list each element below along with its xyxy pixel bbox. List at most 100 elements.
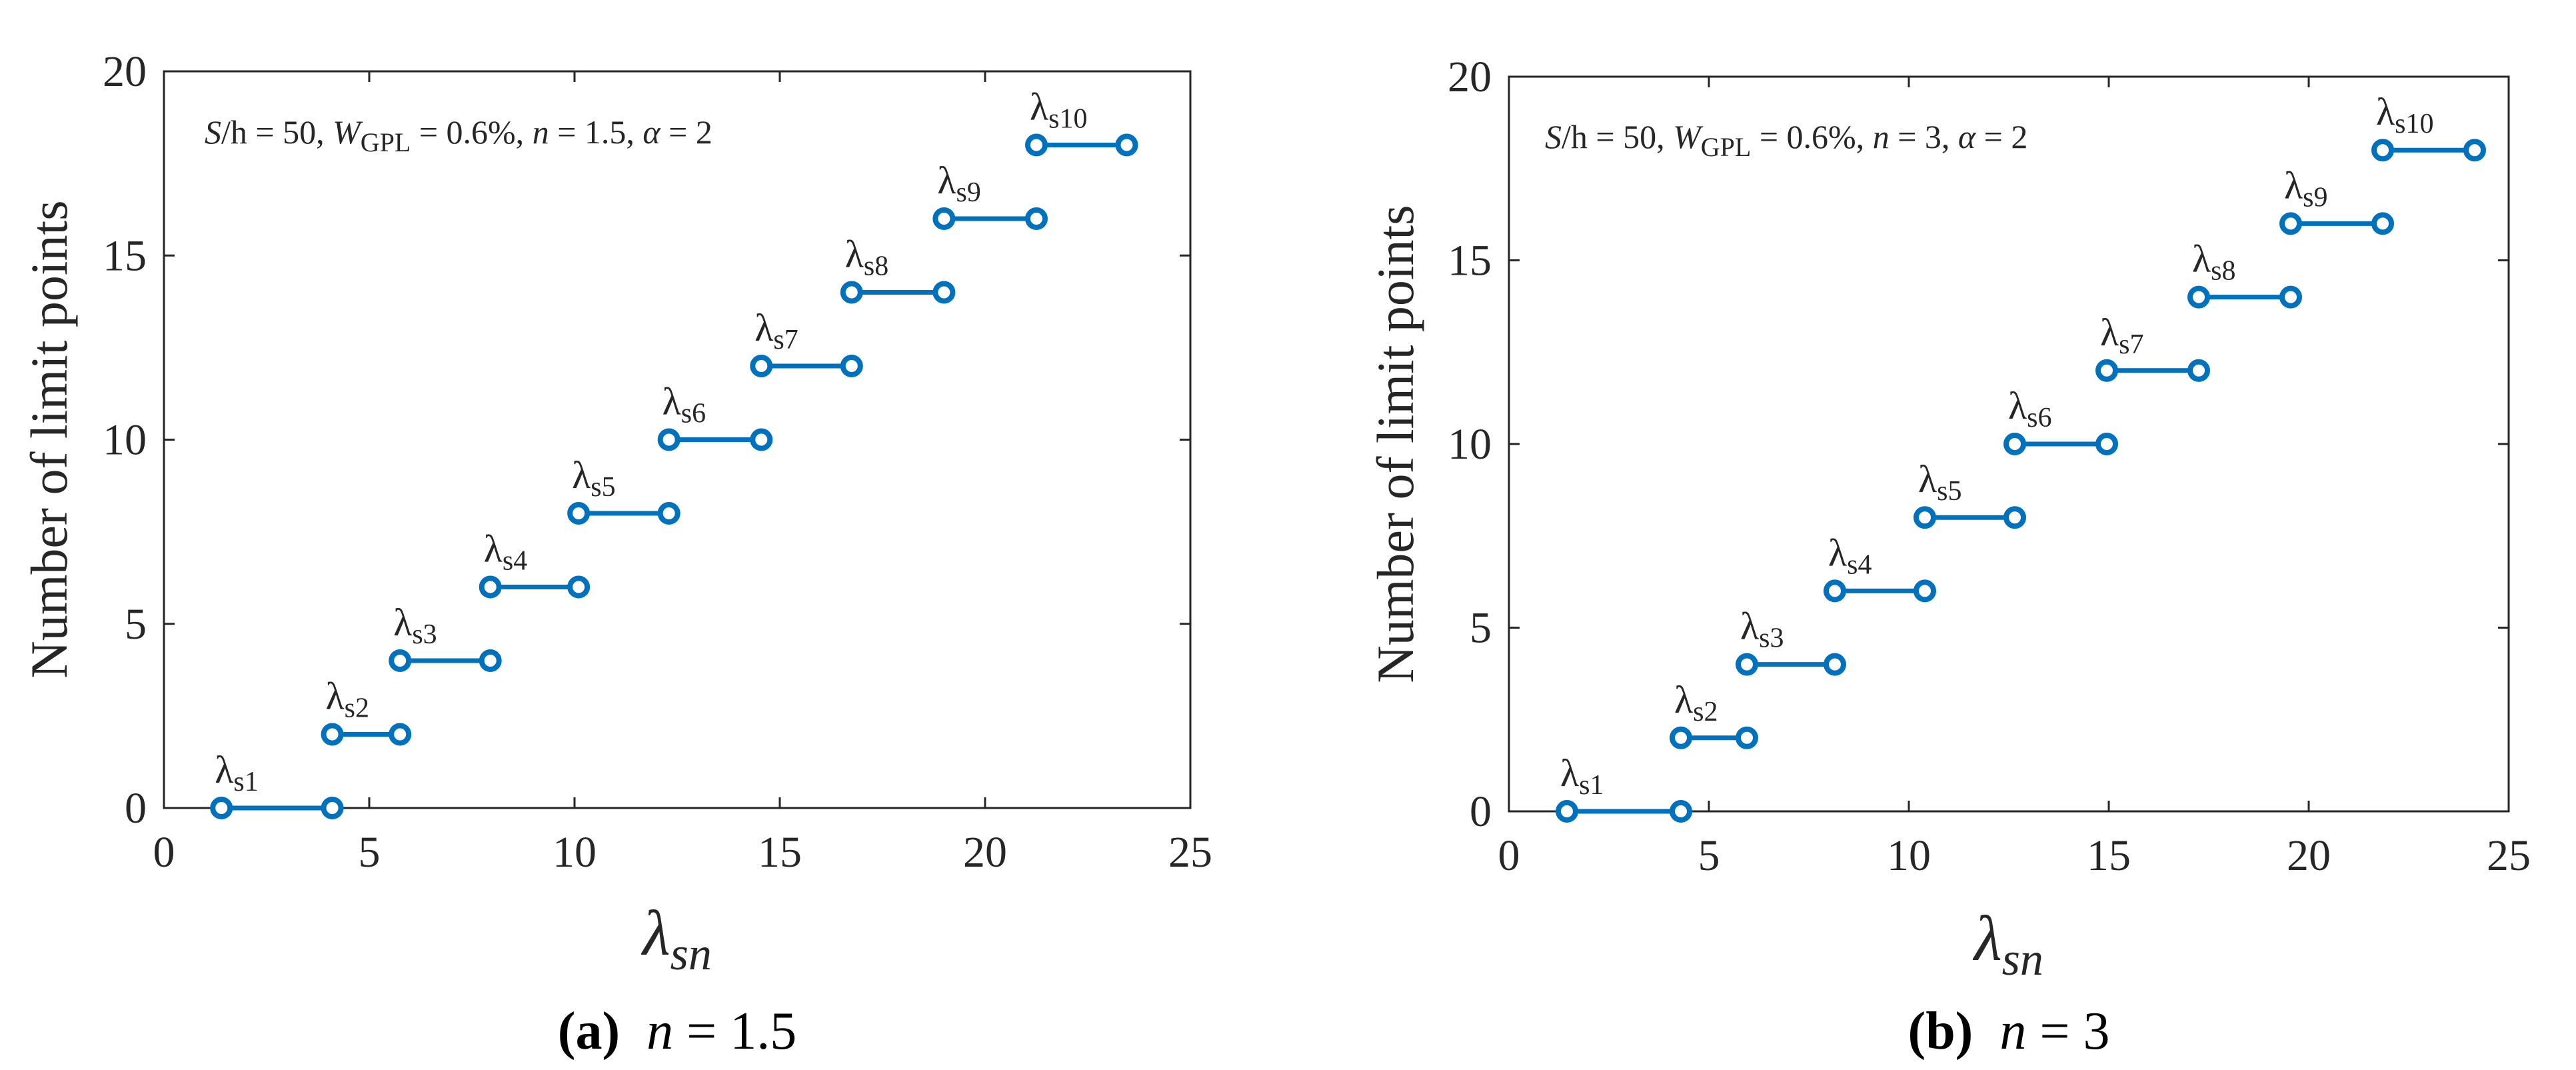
step-end-point-2 bbox=[1736, 726, 1758, 749]
step-label-7: λs7 bbox=[2100, 311, 2143, 360]
step-end-point-7 bbox=[840, 355, 863, 377]
step-start-point-9 bbox=[2279, 212, 2302, 235]
step-label-1: λs1 bbox=[1560, 751, 1604, 801]
panel-b: 0 5 10 15 20 25 0 5 10 15 20 λs1 λs2 λs3 λs4 λs5 λs6 λs7… bbox=[1366, 53, 2531, 1061]
step-label-6: λs6 bbox=[662, 380, 706, 429]
panel-a-xlabel-main: λ bbox=[641, 897, 670, 969]
step-start-point-1 bbox=[210, 797, 233, 819]
step-start-point-1 bbox=[1556, 800, 1578, 823]
step-end-point-4 bbox=[567, 575, 591, 599]
step-label-5: λs5 bbox=[1918, 457, 1961, 507]
x-tick-label: 25 bbox=[2487, 831, 2531, 880]
step-start-point-7 bbox=[750, 355, 773, 377]
x-tick-label: 5 bbox=[1698, 831, 1720, 880]
step-end-point-9 bbox=[1025, 207, 1048, 230]
step-end-point-8 bbox=[932, 281, 956, 304]
step-label-10: λs10 bbox=[1030, 85, 1087, 135]
y-tick-label: 20 bbox=[103, 47, 147, 96]
step-start-point-2 bbox=[1670, 726, 1692, 749]
panel-a-xlabel: λsn bbox=[641, 897, 712, 980]
y-tick-label: 5 bbox=[1470, 604, 1492, 653]
x-tick-label: 0 bbox=[1498, 831, 1520, 880]
panel-b-caption: (b) n = 3 bbox=[1908, 1002, 2110, 1061]
step-label-5: λs5 bbox=[572, 453, 615, 503]
step-start-point-7 bbox=[2095, 359, 2118, 382]
step-end-point-5 bbox=[657, 502, 680, 525]
y-tick-label: 0 bbox=[1470, 787, 1492, 836]
step-start-point-2 bbox=[321, 723, 344, 746]
step-end-point-7 bbox=[2187, 359, 2210, 382]
x-tick-label: 20 bbox=[2287, 831, 2331, 880]
y-tick-label: 15 bbox=[103, 231, 147, 280]
y-tick-label: 0 bbox=[125, 784, 147, 833]
panel-a-ylabel: Number of limit points bbox=[20, 200, 78, 678]
step-label-1: λs1 bbox=[215, 748, 258, 797]
step-label-2: λs2 bbox=[1674, 678, 1718, 727]
panel-b-step-labels: λs1 λs2 λs3 λs4 λs5 λs6 λs7 λs8 λs9 λs10 bbox=[1560, 90, 2433, 801]
x-tick-label: 20 bbox=[963, 828, 1007, 877]
panel-a-annotation: S/h = 50, WGPL = 0.6%, n = 1.5, α = 2 bbox=[205, 113, 712, 157]
x-tick-label: 25 bbox=[1168, 828, 1212, 877]
step-end-point-8 bbox=[2279, 285, 2302, 309]
x-tick-label: 15 bbox=[2087, 831, 2131, 880]
panel-b-ylabel: Number of limit points bbox=[1366, 205, 1424, 683]
step-start-point-5 bbox=[567, 502, 591, 525]
y-tick-label: 15 bbox=[1448, 237, 1492, 285]
step-label-2: λs2 bbox=[326, 675, 369, 724]
panel-b-xlabel-sub: sn bbox=[2002, 934, 2043, 985]
panel-b-xlabel: λsn bbox=[1972, 903, 2043, 985]
panel-a-step-labels: λs1 λs2 λs3 λs4 λs5 λs6 λs7 λs8 λs9 λs10 bbox=[215, 85, 1087, 798]
y-tick-label: 10 bbox=[1448, 420, 1492, 469]
step-label-4: λs4 bbox=[484, 527, 527, 577]
step-end-point-4 bbox=[1914, 579, 1936, 603]
x-tick-label: 10 bbox=[1887, 831, 1931, 880]
step-start-point-6 bbox=[657, 428, 680, 451]
step-end-point-10 bbox=[1115, 133, 1138, 157]
step-end-point-1 bbox=[1670, 800, 1692, 823]
step-start-point-3 bbox=[1736, 653, 1758, 676]
panel-a-ticks bbox=[163, 70, 1192, 809]
step-end-point-3 bbox=[479, 649, 502, 672]
y-tick-label: 5 bbox=[125, 600, 147, 649]
panel-a-series bbox=[210, 133, 1138, 819]
step-label-3: λs3 bbox=[1740, 605, 1784, 654]
x-tick-label: 0 bbox=[153, 828, 175, 877]
step-start-point-10 bbox=[2371, 139, 2394, 162]
step-start-point-4 bbox=[1824, 579, 1846, 603]
step-label-10: λs10 bbox=[2376, 90, 2433, 139]
step-start-point-3 bbox=[389, 649, 412, 672]
step-end-point-9 bbox=[2371, 212, 2394, 235]
step-label-7: λs7 bbox=[754, 306, 798, 355]
x-tick-label: 5 bbox=[359, 828, 381, 877]
step-label-3: λs3 bbox=[393, 601, 437, 650]
step-start-point-5 bbox=[1914, 506, 1936, 529]
step-label-8: λs8 bbox=[2192, 237, 2235, 287]
step-label-9: λs9 bbox=[2284, 163, 2327, 213]
step-start-point-6 bbox=[2003, 433, 2026, 455]
step-end-point-6 bbox=[2095, 433, 2118, 455]
step-start-point-8 bbox=[840, 281, 863, 304]
step-start-point-9 bbox=[932, 207, 956, 230]
panel-b-annotation: S/h = 50, WGPL = 0.6%, n = 3, α = 2 bbox=[1545, 118, 2027, 162]
step-start-point-4 bbox=[479, 575, 502, 599]
panel-b-tick-labels: 0 5 10 15 20 25 0 5 10 15 20 bbox=[1448, 53, 2531, 880]
step-end-point-2 bbox=[389, 723, 412, 746]
panel-a: 0 5 10 15 20 25 0 5 10 15 20 λs1 λs2 λs3 λs4 λs5 λs6 λs7… bbox=[20, 47, 1212, 1061]
step-label-9: λs9 bbox=[937, 159, 980, 208]
step-label-6: λs6 bbox=[2008, 384, 2051, 433]
x-tick-label: 10 bbox=[553, 828, 597, 877]
panel-b-ticks bbox=[1508, 75, 2510, 813]
y-tick-label: 20 bbox=[1448, 53, 1492, 101]
step-end-point-3 bbox=[1824, 653, 1846, 676]
panel-a-tick-labels: 0 5 10 15 20 25 0 5 10 15 20 bbox=[103, 47, 1212, 877]
panel-a-xlabel-sub: sn bbox=[670, 929, 712, 980]
step-end-point-5 bbox=[2003, 506, 2026, 529]
x-tick-label: 15 bbox=[758, 828, 802, 877]
step-start-point-10 bbox=[1025, 133, 1048, 157]
step-end-point-10 bbox=[2463, 139, 2486, 162]
y-tick-label: 10 bbox=[103, 416, 147, 465]
panel-b-series bbox=[1556, 139, 2486, 823]
step-label-8: λs8 bbox=[845, 233, 888, 282]
panel-b-xlabel-main: λ bbox=[1972, 903, 2002, 974]
